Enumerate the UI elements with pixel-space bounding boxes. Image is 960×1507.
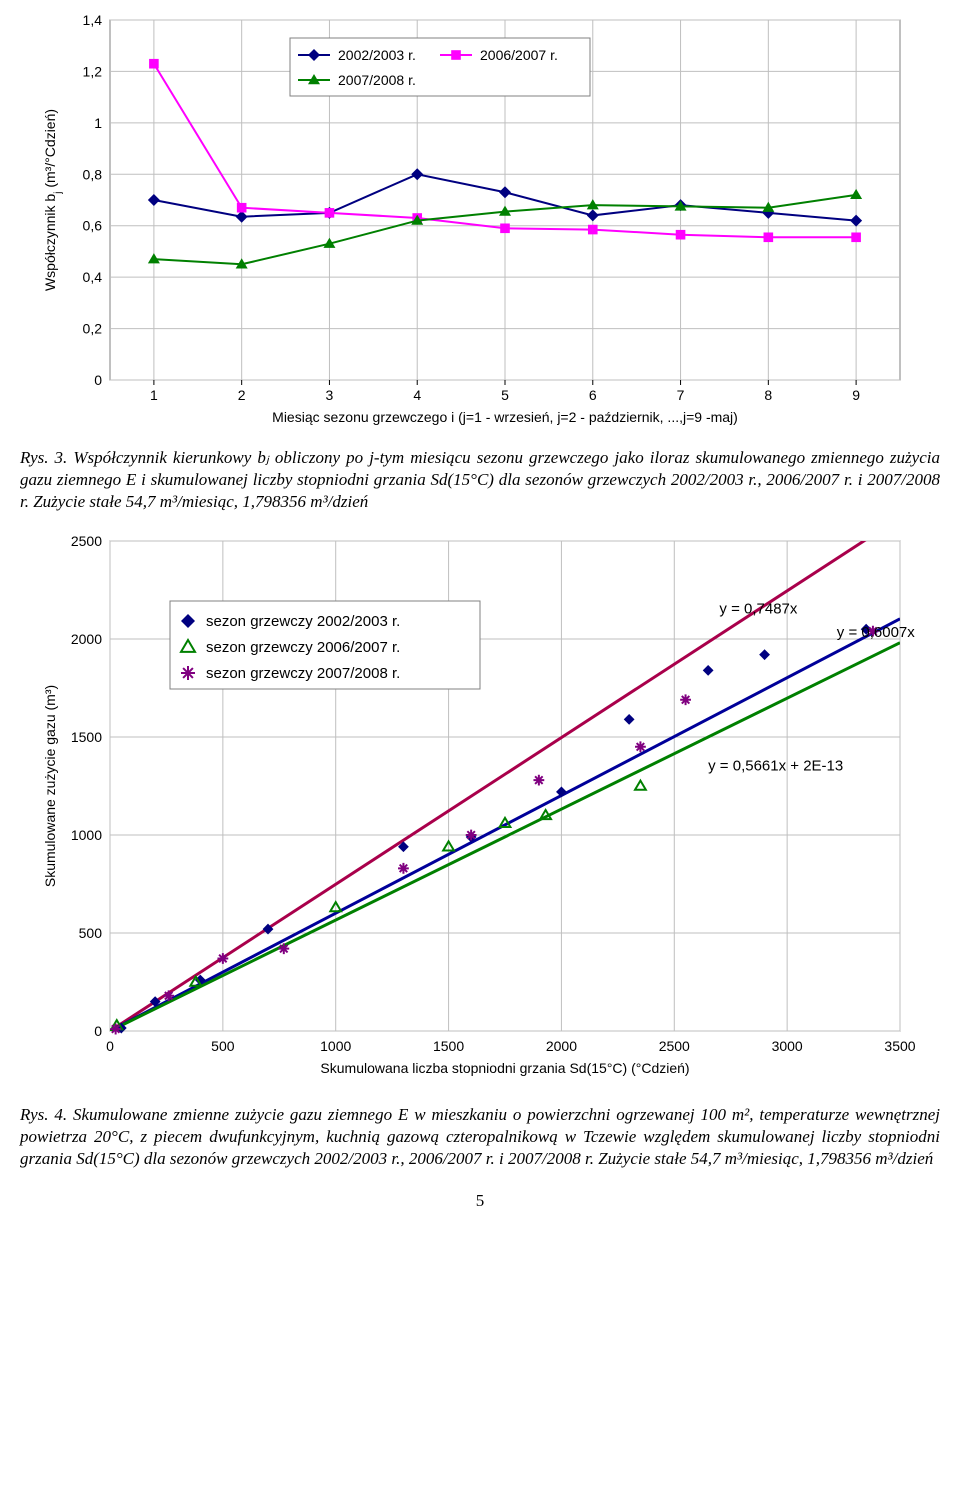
svg-text:1000: 1000 <box>320 1038 351 1054</box>
svg-text:3: 3 <box>326 387 334 403</box>
chart2-container: 0 500 1000 1500 2000 2500 0 500 1000 1500 2000 2500… <box>20 527 940 1092</box>
svg-text:0,4: 0,4 <box>83 269 103 285</box>
caption2: Rys. 4. Skumulowane zmienne zużycie gazu… <box>20 1104 940 1170</box>
caption2-text: Skumulowane zmienne zużycie gazu ziemneg… <box>20 1105 940 1168</box>
svg-text:1000: 1000 <box>71 827 102 843</box>
chart2: 0 500 1000 1500 2000 2500 0 500 1000 1500 2000 2500… <box>20 527 920 1087</box>
svg-text:1: 1 <box>94 115 102 131</box>
svg-text:Miesiąc sezonu grzewczego i (j: Miesiąc sezonu grzewczego i (j=1 - wrzes… <box>272 409 738 425</box>
caption1: Rys. 3. Współczynnik kierunkowy bⱼ oblic… <box>20 447 940 513</box>
page-number: 5 <box>20 1191 940 1211</box>
svg-text:1,2: 1,2 <box>83 63 103 79</box>
svg-text:500: 500 <box>79 925 103 941</box>
svg-text:2: 2 <box>238 387 246 403</box>
svg-text:y = 0,5661x + 2E-13: y = 0,5661x + 2E-13 <box>708 758 843 775</box>
svg-text:Współczynnik bj (m³/°Cdzień): Współczynnik bj (m³/°Cdzień) <box>42 109 64 291</box>
caption1-text: Współczynnik kierunkowy bⱼ obliczony po … <box>20 448 940 511</box>
svg-text:1,4: 1,4 <box>83 12 103 28</box>
svg-text:6: 6 <box>589 387 597 403</box>
svg-text:7: 7 <box>677 387 685 403</box>
svg-text:0,8: 0,8 <box>83 166 103 182</box>
svg-text:sezon grzewczy 2007/2008 r.: sezon grzewczy 2007/2008 r. <box>206 665 400 682</box>
svg-text:4: 4 <box>413 387 421 403</box>
svg-text:0: 0 <box>106 1038 114 1054</box>
svg-text:0,6: 0,6 <box>83 218 103 234</box>
svg-text:y = 0,6007x: y = 0,6007x <box>837 624 915 641</box>
svg-text:1500: 1500 <box>71 729 102 745</box>
svg-text:0: 0 <box>94 372 102 388</box>
svg-text:1: 1 <box>150 387 158 403</box>
svg-text:Skumulowana liczba stopniodni: Skumulowana liczba stopniodni grzania Sd… <box>320 1060 689 1076</box>
svg-text:0,2: 0,2 <box>83 321 103 337</box>
svg-text:0: 0 <box>94 1023 102 1039</box>
svg-text:5: 5 <box>501 387 509 403</box>
svg-text:2000: 2000 <box>71 631 102 647</box>
svg-text:2002/2003 r.: 2002/2003 r. <box>338 47 416 63</box>
svg-text:3500: 3500 <box>884 1038 915 1054</box>
svg-text:8: 8 <box>764 387 772 403</box>
svg-text:3000: 3000 <box>772 1038 803 1054</box>
svg-text:y = 0,7487x: y = 0,7487x <box>719 601 797 618</box>
svg-text:2500: 2500 <box>71 533 102 549</box>
svg-text:Skumulowane zużycie gazu (m³): Skumulowane zużycie gazu (m³) <box>42 685 58 887</box>
caption1-label: Rys. 3. <box>20 448 67 467</box>
chart1-container: 0 0,2 0,4 0,6 0,8 1 1,2 1,4 1 2 3 4 5 6 7 8 9 Miesiąc sez… <box>20 10 940 435</box>
svg-text:2500: 2500 <box>659 1038 690 1054</box>
svg-text:9: 9 <box>852 387 860 403</box>
svg-text:sezon grzewczy 2006/2007 r.: sezon grzewczy 2006/2007 r. <box>206 639 400 656</box>
svg-text:1500: 1500 <box>433 1038 464 1054</box>
svg-text:500: 500 <box>211 1038 235 1054</box>
svg-text:2006/2007 r.: 2006/2007 r. <box>480 47 558 63</box>
caption2-label: Rys. 4. <box>20 1105 67 1124</box>
svg-text:2000: 2000 <box>546 1038 577 1054</box>
svg-text:sezon grzewczy 2002/2003 r.: sezon grzewczy 2002/2003 r. <box>206 613 400 630</box>
svg-text:2007/2008 r.: 2007/2008 r. <box>338 72 416 88</box>
chart1: 0 0,2 0,4 0,6 0,8 1 1,2 1,4 1 2 3 4 5 6 7 8 9 Miesiąc sez… <box>20 10 920 430</box>
